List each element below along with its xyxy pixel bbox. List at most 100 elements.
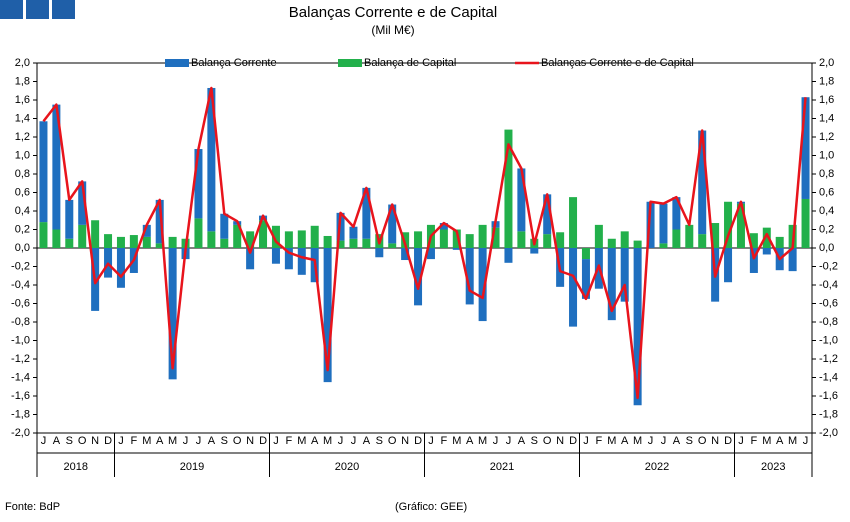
x-tick-label: J xyxy=(506,435,512,447)
y2-tick-label: 0,2 xyxy=(819,223,834,235)
y-tick-label: 1,4 xyxy=(15,112,30,124)
bar xyxy=(452,229,461,248)
y-tick-label: 0,2 xyxy=(15,223,30,235)
bar xyxy=(91,220,100,248)
bar xyxy=(220,213,229,239)
bar xyxy=(607,238,616,248)
bar xyxy=(388,243,397,248)
legend-swatch xyxy=(338,59,362,67)
bar xyxy=(323,248,332,383)
x-tick-label: F xyxy=(441,435,448,447)
x-tick-label: S xyxy=(686,435,693,447)
year-label: 2019 xyxy=(180,461,204,473)
x-tick-label: N xyxy=(246,435,254,447)
y2-tick-label: -0,8 xyxy=(819,316,838,328)
bar xyxy=(310,225,319,248)
bar xyxy=(594,224,603,248)
x-tick-label: M xyxy=(323,435,332,447)
y-tick-label: -1,0 xyxy=(11,334,30,346)
bar xyxy=(349,238,358,248)
y-tick-label: 0,4 xyxy=(15,205,30,217)
x-tick-label: M xyxy=(168,435,177,447)
year-label: 2023 xyxy=(761,461,785,473)
y-tick-label: -1,6 xyxy=(11,390,30,402)
x-tick-label: S xyxy=(66,435,73,447)
x-tick-label: J xyxy=(803,435,809,447)
year-label: 2020 xyxy=(335,461,359,473)
bar xyxy=(65,199,74,239)
bar xyxy=(259,220,268,248)
legend-label: Balança de Capital xyxy=(364,57,456,69)
y-tick-label: -1,4 xyxy=(11,371,30,383)
year-label: 2018 xyxy=(64,461,88,473)
x-tick-label: D xyxy=(259,435,267,447)
bar xyxy=(284,231,293,248)
bar xyxy=(633,240,642,248)
bar xyxy=(401,248,410,261)
bar xyxy=(465,248,474,305)
bar xyxy=(142,236,151,248)
y-tick-label: -0,4 xyxy=(11,279,30,291)
bar xyxy=(504,129,513,248)
bar xyxy=(129,235,138,248)
bar xyxy=(271,248,280,264)
x-tick-label: M xyxy=(478,435,487,447)
bar xyxy=(297,248,306,275)
year-label: 2022 xyxy=(645,461,669,473)
bar xyxy=(672,197,681,230)
bar xyxy=(39,222,48,248)
x-tick-label: J xyxy=(273,435,279,447)
bar xyxy=(775,236,784,248)
x-tick-label: F xyxy=(286,435,293,447)
bar xyxy=(78,224,87,248)
x-tick-label: S xyxy=(531,435,538,447)
bar xyxy=(116,236,125,248)
y-tick-label: 1,6 xyxy=(15,94,30,106)
bar xyxy=(246,248,255,270)
y2-tick-label: 0,8 xyxy=(819,168,834,180)
bar xyxy=(155,199,164,244)
bar xyxy=(52,229,61,248)
bar xyxy=(194,149,203,219)
y-tick-label: 1,8 xyxy=(15,75,30,87)
x-tick-label: J xyxy=(41,435,47,447)
x-tick-label: F xyxy=(751,435,758,447)
x-tick-label: J xyxy=(583,435,589,447)
bar xyxy=(762,227,771,248)
bar xyxy=(491,227,500,248)
bar xyxy=(801,97,810,199)
bar xyxy=(724,248,733,283)
x-tick-label: A xyxy=(518,435,526,447)
y-tick-label: -0,2 xyxy=(11,260,30,272)
x-tick-label: J xyxy=(661,435,667,447)
y2-tick-label: -1,4 xyxy=(819,371,838,383)
y-tick-label: 0,0 xyxy=(15,242,30,254)
bar xyxy=(439,229,448,248)
x-tick-label: J xyxy=(196,435,202,447)
bar xyxy=(207,87,216,232)
x-tick-label: D xyxy=(414,435,422,447)
chart-subtitle: (Mil M€) xyxy=(371,23,414,37)
bar xyxy=(530,248,539,254)
bar xyxy=(323,235,332,248)
x-tick-label: N xyxy=(91,435,99,447)
bar xyxy=(78,181,87,225)
bar xyxy=(220,238,229,248)
x-tick-label: O xyxy=(233,435,242,447)
x-tick-label: A xyxy=(208,435,216,447)
y2-tick-label: -0,2 xyxy=(819,260,838,272)
bar xyxy=(581,248,590,260)
x-tick-label: A xyxy=(776,435,784,447)
bar xyxy=(478,224,487,248)
chart-title: Balanças Corrente e de Capital xyxy=(289,4,497,21)
y2-tick-label: 1,4 xyxy=(819,112,834,124)
y2-tick-label: -1,2 xyxy=(819,353,838,365)
bar xyxy=(711,223,720,248)
bar xyxy=(749,233,758,248)
bar xyxy=(142,224,151,237)
x-tick-label: J xyxy=(648,435,654,447)
bar xyxy=(168,236,177,248)
bar xyxy=(478,248,487,322)
bar xyxy=(685,224,694,248)
